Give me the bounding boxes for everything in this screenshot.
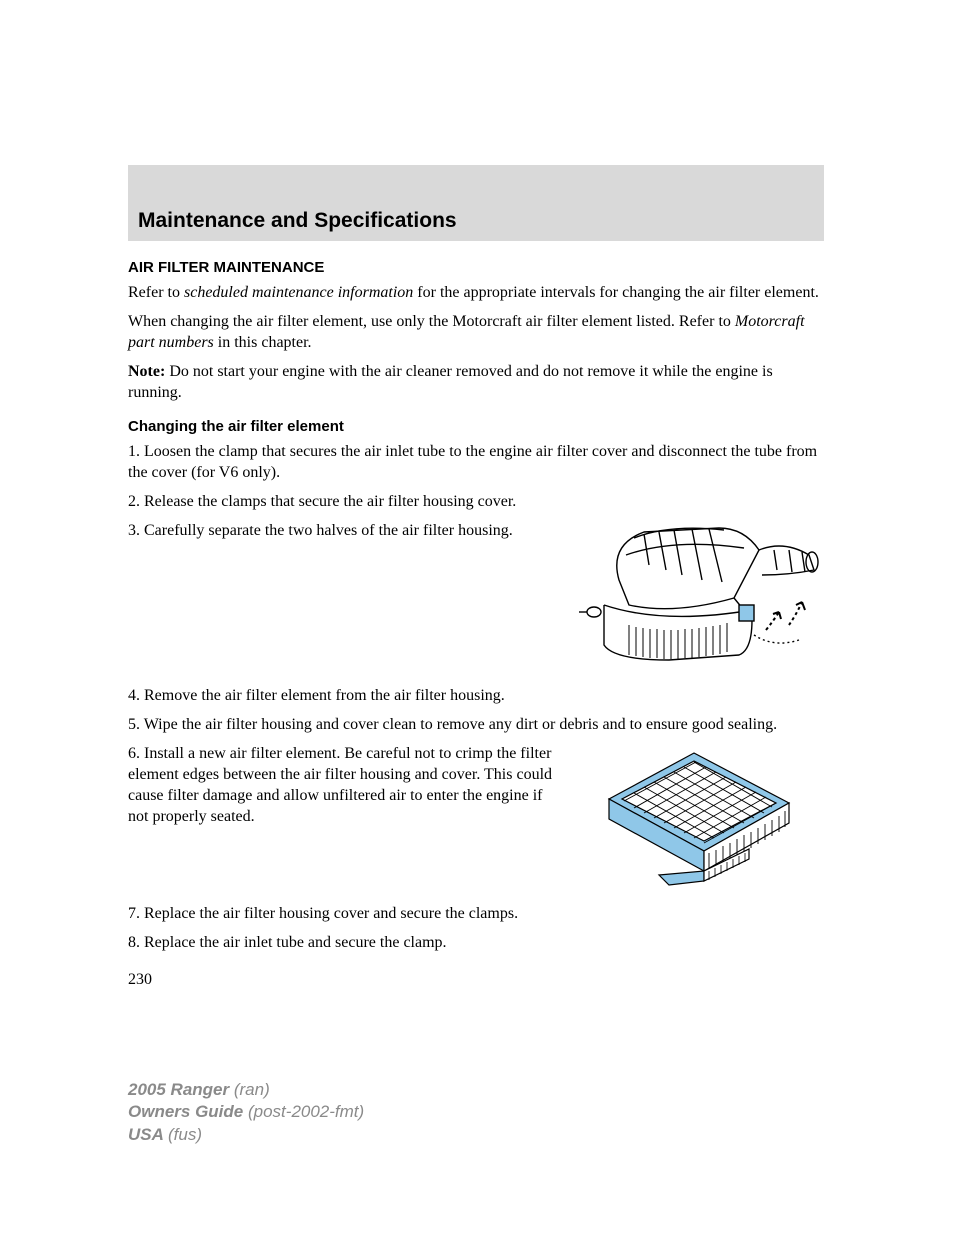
note-label: Note: [128,363,165,380]
step-with-figure: 6. Install a new air filter element. Be … [128,743,824,893]
filter-element-illustration-icon [594,743,804,893]
page-number: 230 [128,971,824,989]
text: Do not start your engine with the air cl… [128,363,773,401]
step: 2. Release the clamps that secure the ai… [128,491,824,512]
footer-bold: USA [128,1125,168,1144]
page-title: Maintenance and Specifications [138,209,457,233]
text: in this chapter. [214,334,312,351]
housing-illustration-icon [574,520,824,675]
step: 6. Install a new air filter element. Be … [128,743,554,827]
text: When changing the air filter element, us… [128,313,735,330]
step: 4. Remove the air filter element from th… [128,685,824,706]
step: 1. Loosen the clamp that secures the air… [128,441,824,483]
document-page: Maintenance and Specifications AIR FILTE… [0,0,954,1206]
footer-line: 2005 Ranger (ran) [128,1079,824,1101]
figure-housing [574,520,824,675]
paragraph: Refer to scheduled maintenance informati… [128,282,824,303]
footer-bold: Owners Guide [128,1102,248,1121]
footer-italic: (ran) [234,1080,270,1099]
footer-line: Owners Guide (post-2002-fmt) [128,1101,824,1123]
step: 8. Replace the air inlet tube and secure… [128,932,824,953]
step: 5. Wipe the air filter housing and cover… [128,714,824,735]
paragraph: Note: Do not start your engine with the … [128,361,824,403]
footer-line: USA (fus) [128,1124,824,1146]
text: for the appropriate intervals for changi… [413,284,819,301]
figure-element [574,743,824,893]
footer-italic: (post-2002-fmt) [248,1102,364,1121]
subsection-heading: Changing the air filter element [128,418,824,435]
step: 7. Replace the air filter housing cover … [128,903,824,924]
text: Refer to [128,284,184,301]
footer: 2005 Ranger (ran) Owners Guide (post-200… [128,1079,824,1145]
footer-italic: (fus) [168,1125,202,1144]
section-heading: AIR FILTER MAINTENANCE [128,259,824,276]
header-bar: Maintenance and Specifications [128,165,824,241]
paragraph: When changing the air filter element, us… [128,311,824,353]
step: 3. Carefully separate the two halves of … [128,520,554,541]
footer-bold: 2005 Ranger [128,1080,234,1099]
step-with-figure: 3. Carefully separate the two halves of … [128,520,824,675]
italic-text: scheduled maintenance information [184,284,413,301]
